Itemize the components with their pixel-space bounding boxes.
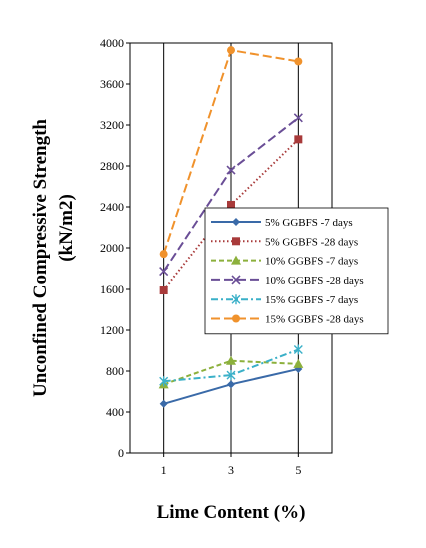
legend-label: 15% GGBFS -7 days — [265, 294, 358, 306]
legend-item: 15% GGBFS -28 days — [211, 314, 364, 326]
y-axis-title-line2: (kN/m2) — [56, 194, 77, 262]
data-point — [226, 355, 236, 365]
legend-label: 10% GGBFS -7 days — [265, 256, 358, 268]
legend-item: 10% GGBFS -7 days — [211, 255, 358, 268]
y-tick-label: 400 — [106, 405, 124, 419]
legend-item: 15% GGBFS -7 days — [211, 294, 358, 306]
data-point — [159, 376, 169, 387]
data-point — [227, 200, 235, 209]
data-point — [226, 165, 236, 175]
legend: 5% GGBFS -7 days 5% GGBFS -28 days 10% GGB… — [204, 207, 389, 335]
y-tick-label: 0 — [118, 446, 124, 460]
data-point — [159, 267, 169, 277]
data-point — [159, 250, 168, 259]
legend-swatch-marker — [231, 294, 241, 305]
legend-label: 5% GGBFS -7 days — [265, 217, 353, 229]
y-tick-label: 4000 — [100, 36, 124, 50]
data-point — [294, 57, 303, 66]
legend-swatch-marker — [231, 255, 241, 265]
data-point — [159, 399, 168, 408]
series-4 — [159, 113, 303, 277]
data-point — [293, 113, 303, 123]
x-axis: 1 3 5 — [161, 453, 301, 477]
series-6 — [159, 46, 303, 259]
y-tick-label: 800 — [106, 364, 124, 378]
y-tick-label: 2800 — [100, 159, 124, 173]
data-point — [294, 135, 303, 144]
data-point — [159, 286, 168, 295]
legend-item: 5% GGBFS -7 days — [211, 217, 353, 229]
data-point — [293, 344, 303, 355]
legend-swatch-marker — [232, 237, 240, 246]
legend-label: 10% GGBFS -28 days — [265, 275, 364, 287]
x-tick-label: 3 — [228, 463, 234, 477]
legend-item: 5% GGBFS -28 days — [211, 236, 358, 248]
data-point — [227, 380, 235, 389]
series-line — [163, 359, 299, 386]
series-5 — [159, 344, 303, 387]
series-line — [163, 348, 299, 383]
y-tick-label: 2000 — [100, 241, 124, 255]
y-tick-label: 1600 — [100, 282, 124, 296]
y-tick-label: 3600 — [100, 77, 124, 91]
y-axis-title-line1: Unconfined Compressive Strength — [30, 119, 51, 397]
legend-box — [204, 207, 389, 335]
legend-label: 5% GGBFS -28 days — [265, 236, 358, 248]
x-tick-label: 1 — [161, 463, 167, 477]
data-point — [293, 358, 304, 368]
x-tick-label: 5 — [295, 463, 301, 477]
legend-label: 15% GGBFS -28 days — [265, 314, 364, 326]
series-2 — [159, 135, 303, 295]
x-axis-title: Lime Content (%) — [157, 502, 306, 523]
series-layer — [158, 46, 304, 408]
data-point — [226, 370, 236, 381]
y-tick-label: 3200 — [100, 118, 124, 132]
y-axis-title: Unconfined Compressive Strength (kN/m2) — [30, 119, 77, 397]
y-tick-label: 2400 — [100, 200, 124, 214]
legend-item: 10% GGBFS -28 days — [211, 275, 364, 287]
y-axis: 0 400 800 1200 1600 2000 2400 2800 3200 3600 4000 — [100, 36, 130, 460]
y-tick-label: 1200 — [100, 323, 124, 337]
legend-swatch-marker — [232, 314, 240, 323]
data-point — [227, 46, 235, 55]
legend-swatch-marker — [232, 218, 240, 226]
legend-swatch-marker — [231, 275, 241, 285]
